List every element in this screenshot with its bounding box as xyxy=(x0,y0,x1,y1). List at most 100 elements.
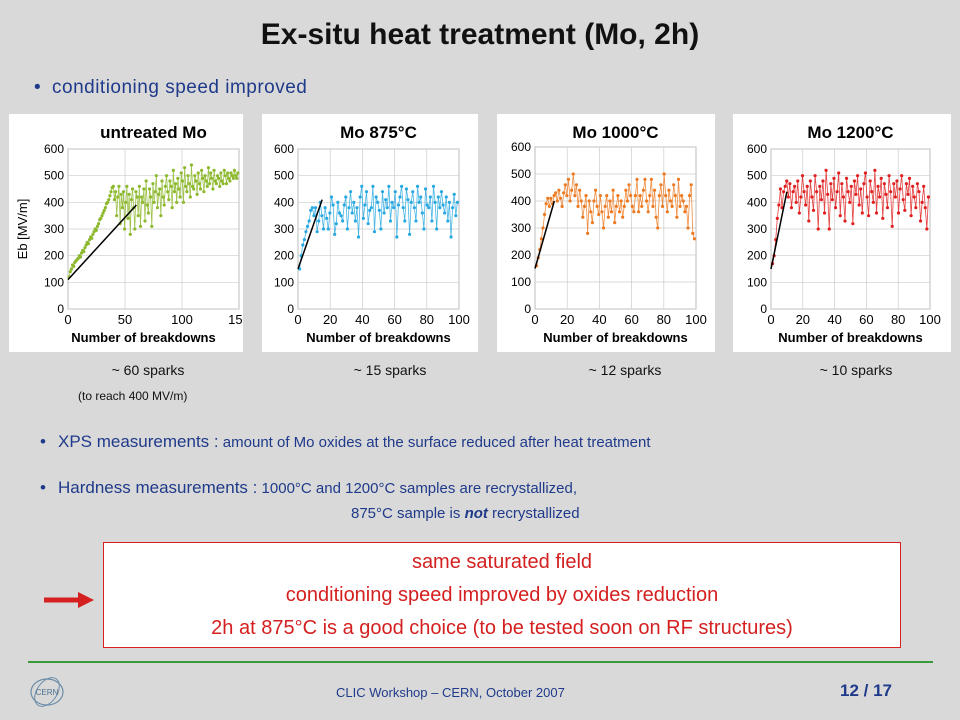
data-point xyxy=(827,227,831,231)
x-tick-label: 60 xyxy=(624,312,638,327)
data-point xyxy=(692,237,697,241)
data-point xyxy=(392,206,396,210)
data-point xyxy=(212,168,216,172)
data-point xyxy=(317,219,321,223)
y-tick-label: 0 xyxy=(57,302,64,316)
fit-line xyxy=(534,200,556,269)
data-point xyxy=(201,176,205,180)
data-point xyxy=(431,184,436,188)
data-point xyxy=(781,190,786,194)
slide-title: Ex-situ heat treatment (Mo, 2h) xyxy=(260,18,700,51)
data-point xyxy=(96,222,101,226)
data-point xyxy=(369,206,373,210)
data-point xyxy=(800,174,805,178)
data-point xyxy=(829,182,833,186)
data-point xyxy=(192,187,196,191)
data-point xyxy=(124,200,128,204)
data-point xyxy=(412,206,416,210)
y-tick-label: 200 xyxy=(274,249,294,263)
x-tick-label: 100 xyxy=(171,312,193,327)
logo-text: CERN xyxy=(36,688,59,697)
data-point xyxy=(72,264,76,268)
x-tick-label: 40 xyxy=(355,312,369,327)
data-point xyxy=(576,204,580,208)
data-point xyxy=(210,176,214,180)
data-point xyxy=(117,184,121,188)
data-point xyxy=(333,232,337,236)
data-point xyxy=(797,211,801,215)
sparks-note: (to reach 400 MV/m) xyxy=(78,389,188,403)
bullet-hardness-continued: 875°C sample is not recrystallized xyxy=(351,505,580,522)
hardness-875-post: recrystallized xyxy=(487,505,580,522)
series-line xyxy=(772,170,929,264)
data-point xyxy=(635,177,639,181)
data-point xyxy=(838,214,842,218)
data-point xyxy=(925,227,929,231)
data-point xyxy=(609,210,614,214)
chart-title: Mo 1000°C xyxy=(572,123,658,142)
data-point xyxy=(867,214,871,218)
x-tick-label: 60 xyxy=(387,312,401,327)
data-point xyxy=(219,171,223,175)
data-point xyxy=(819,198,823,202)
data-point xyxy=(816,227,820,231)
data-point xyxy=(203,174,207,178)
data-point xyxy=(360,184,364,188)
data-point xyxy=(229,171,233,175)
data-point xyxy=(643,177,647,181)
data-point xyxy=(101,211,105,215)
data-point xyxy=(128,232,132,236)
data-point xyxy=(879,176,883,180)
data-point xyxy=(68,270,72,274)
y-tick-label: 200 xyxy=(747,249,767,263)
data-point xyxy=(415,184,420,188)
data-point xyxy=(605,194,609,198)
data-point xyxy=(455,200,460,204)
data-point xyxy=(446,219,450,223)
data-point xyxy=(430,219,434,223)
data-point xyxy=(807,219,811,223)
data-point xyxy=(595,204,599,208)
data-point xyxy=(352,200,356,204)
data-point xyxy=(664,194,668,198)
data-point xyxy=(302,238,306,242)
data-point xyxy=(656,226,660,230)
data-point xyxy=(818,184,822,188)
data-point xyxy=(380,190,385,194)
data-point xyxy=(313,206,318,210)
data-point xyxy=(385,206,389,210)
data-point xyxy=(678,204,682,208)
data-point xyxy=(127,192,131,196)
data-point xyxy=(813,174,817,178)
data-point xyxy=(339,214,343,218)
data-point xyxy=(200,168,204,172)
data-point xyxy=(621,215,625,219)
x-tick-label: 80 xyxy=(657,312,671,327)
data-point xyxy=(350,211,354,215)
data-point xyxy=(107,198,111,202)
data-point xyxy=(170,206,174,210)
data-point xyxy=(224,182,229,186)
data-point xyxy=(539,237,543,241)
data-point xyxy=(331,203,335,207)
data-point xyxy=(796,179,800,183)
data-point xyxy=(325,216,329,220)
data-point xyxy=(406,198,410,202)
data-point xyxy=(215,174,220,178)
data-point xyxy=(912,195,916,199)
data-point xyxy=(102,208,106,212)
data-point xyxy=(125,184,129,188)
data-point xyxy=(804,203,808,207)
data-point xyxy=(606,215,610,219)
data-point xyxy=(395,235,399,239)
y-tick-label: 600 xyxy=(44,142,64,156)
data-point xyxy=(562,191,566,195)
data-point xyxy=(401,206,405,210)
data-point xyxy=(211,187,215,191)
x-tick-label: 50 xyxy=(118,312,132,327)
data-point xyxy=(641,188,645,192)
data-point xyxy=(433,200,437,204)
data-point xyxy=(372,230,377,234)
data-point xyxy=(589,210,593,214)
bullet-dot: • xyxy=(40,432,46,451)
